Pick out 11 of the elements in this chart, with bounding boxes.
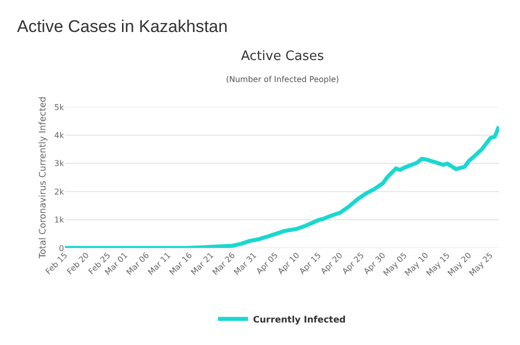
y-tick-label: 4k	[54, 131, 64, 140]
y-tick-label: 2k	[54, 187, 64, 196]
chart-title: Active Cases in Kazakhstan	[17, 17, 228, 37]
y-tick-label: 0	[58, 244, 64, 253]
y-tick-label: 3k	[54, 159, 64, 168]
y-axis-title: Total Coronavirus Currently Infected	[38, 96, 49, 260]
legend-label: Currently Infected	[253, 315, 346, 326]
y-tick-label: 1k	[54, 216, 64, 225]
text: (Number of Infected People)	[226, 75, 339, 84]
chart-subtitle: Active Cases	[241, 49, 324, 64]
y-tick-label: 5k	[54, 102, 64, 112]
